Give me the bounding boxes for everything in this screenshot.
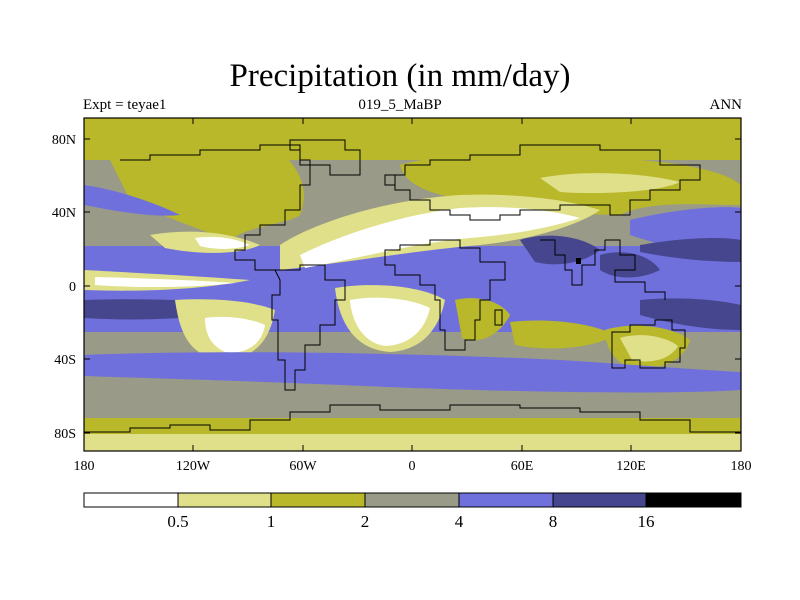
x-axis-labels: 180 120W 60W 0 60E 120E 180	[74, 459, 752, 474]
north-pacific-dry	[195, 236, 250, 249]
experiment-label: Expt = teyae1	[83, 97, 167, 113]
indian-south-dry	[510, 320, 615, 349]
southern-storm-track	[84, 352, 741, 393]
x-tick-label: 0	[409, 459, 416, 474]
colorbar-box-0	[83, 492, 179, 508]
coast-australia	[611, 319, 686, 369]
coast-india	[540, 239, 606, 286]
x-tick-label: 180	[74, 459, 95, 474]
x-tick-label: 180	[731, 459, 752, 474]
south-pacific-dry-core	[205, 316, 265, 353]
y-axis-labels: 80N 40N 0 40S 80S	[52, 133, 76, 442]
band-antarctic	[84, 434, 741, 451]
y-tick-label: 0	[69, 280, 76, 295]
colorbar	[83, 492, 742, 508]
coastlines	[84, 139, 741, 433]
map-field	[84, 118, 741, 451]
x-tick-label: 60E	[511, 459, 534, 474]
colorbar-label: 1	[267, 512, 276, 531]
coast-south-america	[271, 264, 346, 391]
axis-ticks	[83, 118, 742, 451]
colorbar-box-4	[458, 492, 554, 508]
x-tick-label: 120E	[616, 459, 646, 474]
sahara-dry-core	[300, 207, 580, 268]
colorbar-box-2	[270, 492, 366, 508]
pacific-north-wet	[84, 185, 180, 216]
colorbar-label: 16	[638, 512, 655, 531]
colorbar-label: 2	[361, 512, 370, 531]
coast-africa	[384, 239, 506, 351]
y-tick-label: 40S	[54, 353, 76, 368]
south-pacific-dark	[640, 298, 741, 330]
equatorial-dry-core	[95, 277, 235, 288]
colorbar-labels: 0.5 1 2 4 8 16	[167, 512, 654, 531]
colorbar-box-6	[645, 492, 742, 508]
indian-ocean-wet	[520, 235, 600, 265]
colorbar-label: 8	[549, 512, 558, 531]
colorbar-box-1	[177, 492, 272, 508]
coast-southeast-asia	[605, 239, 666, 300]
colorbar-box-3	[364, 492, 460, 508]
y-tick-label: 40N	[52, 206, 76, 221]
southern-ocean-grey	[84, 384, 741, 418]
coast-greenland	[289, 139, 361, 176]
southern-africa-dry	[455, 298, 510, 341]
y-tick-label: 80N	[52, 133, 76, 148]
colorbar-box-5	[552, 492, 647, 508]
coast-british-isles	[384, 174, 396, 186]
pacific-east-dark	[640, 237, 741, 262]
north-pale-patch	[540, 173, 680, 194]
australia-pale	[620, 335, 678, 362]
x-tick-label: 120W	[176, 459, 211, 474]
band-antarctic-edge	[84, 418, 741, 436]
plot-title: Precipitation (in mm/day)	[229, 58, 571, 94]
north-america-region	[110, 145, 304, 240]
south-atlantic-dry-core	[350, 297, 430, 346]
coast-north-america	[120, 144, 311, 271]
coast-antarctica	[84, 404, 741, 433]
coast-eurasia	[394, 144, 701, 221]
coast-madagascar	[494, 309, 503, 326]
colorbar-label: 4	[455, 512, 464, 531]
season-label: ANN	[709, 97, 743, 113]
wet-point	[576, 258, 581, 264]
y-tick-label: 80S	[54, 427, 76, 442]
x-tick-label: 60W	[289, 459, 317, 474]
period-label: 019_5_MaBP	[358, 97, 442, 113]
colorbar-label: 0.5	[167, 512, 188, 531]
